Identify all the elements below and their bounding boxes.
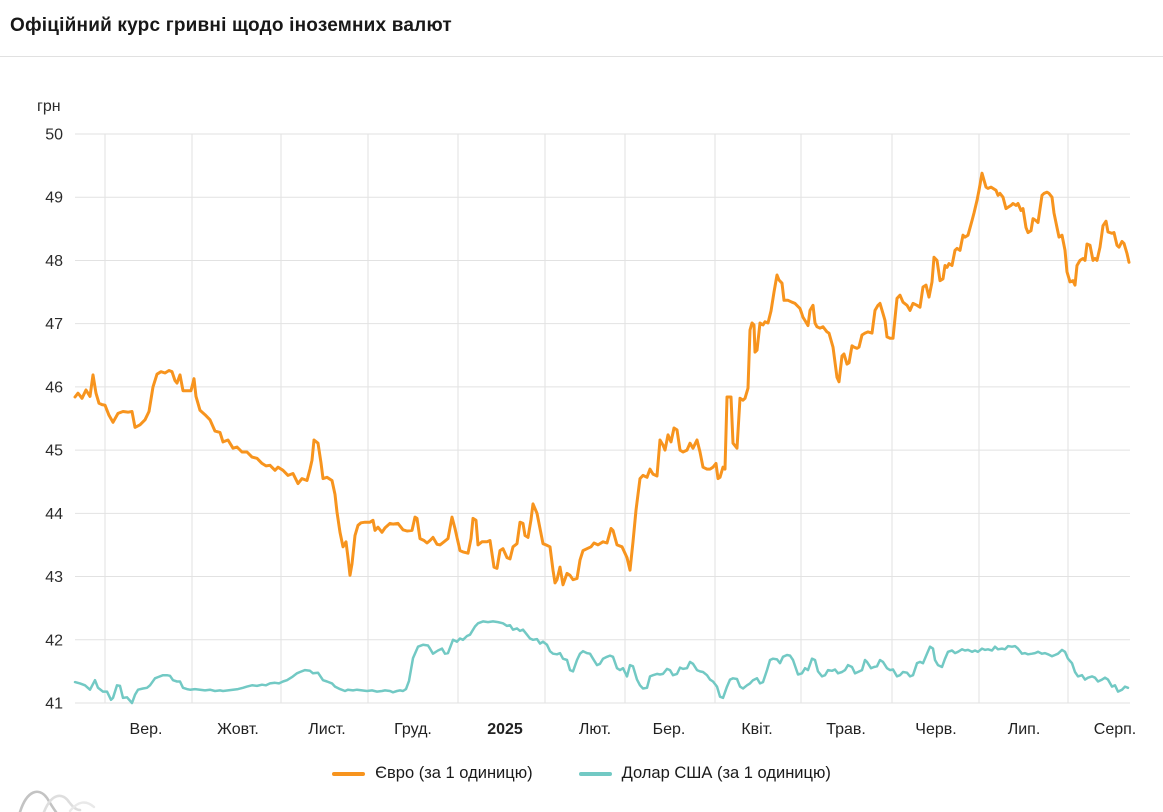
usd-line-swatch-icon	[578, 771, 612, 776]
y-axis-tick-label: 46	[45, 379, 63, 396]
y-axis-tick-label: 41	[45, 696, 63, 713]
x-axis-month-label: Вер.	[130, 721, 163, 738]
y-axis-tick-label: 45	[45, 443, 63, 460]
chart-legend: Євро (за 1 одиницю) Долар США (за 1 один…	[0, 764, 1163, 783]
x-axis-month-label: Жовт.	[217, 721, 259, 738]
x-axis-month-label: Квіт.	[741, 721, 772, 738]
legend-label-euro: Євро (за 1 одиницю)	[375, 764, 533, 782]
y-axis-tick-label: 47	[45, 316, 63, 333]
x-axis-month-label: Лист.	[308, 721, 345, 738]
watermark-logo-icon	[18, 790, 96, 812]
y-axis-tick-label: 44	[45, 506, 63, 523]
x-axis-month-label: Трав.	[826, 721, 866, 738]
y-axis-unit-label: грн	[37, 98, 61, 115]
y-axis-tick-label: 43	[45, 569, 63, 586]
y-axis-tick-label: 42	[45, 632, 63, 649]
legend-label-usd: Долар США (за 1 одиницю)	[621, 764, 831, 782]
x-axis-month-label: Лют.	[579, 721, 611, 738]
y-axis-tick-label: 50	[45, 127, 63, 144]
euro-series-line[interactable]	[73, 171, 1131, 587]
x-axis-month-label: Груд.	[394, 721, 432, 738]
y-axis-tick-label: 49	[45, 190, 63, 207]
x-axis-month-label: Серп.	[1094, 721, 1136, 738]
page-header: Офіційний курс гривні щодо іноземних вал…	[0, 0, 1163, 57]
usd-series-line[interactable]	[73, 620, 1130, 705]
legend-item-euro[interactable]: Євро (за 1 одиницю)	[332, 764, 533, 783]
x-axis-month-label: 2025	[487, 721, 523, 738]
euro-line-swatch-icon	[332, 771, 366, 776]
exchange-rate-chart: 50 49 48 47 46 45 44 43 42 41 грн Вер. Жовт. Лист. Гру…	[37, 98, 1136, 738]
x-axis-month-label: Лип.	[1008, 721, 1041, 738]
legend-item-usd[interactable]: Долар США (за 1 одиницю)	[578, 764, 831, 783]
x-axis-month-label: Бер.	[653, 721, 686, 738]
page-title: Офіційний курс гривні щодо іноземних вал…	[10, 15, 452, 36]
y-axis-tick-label: 48	[45, 253, 63, 270]
x-axis-month-label: Черв.	[915, 721, 956, 738]
